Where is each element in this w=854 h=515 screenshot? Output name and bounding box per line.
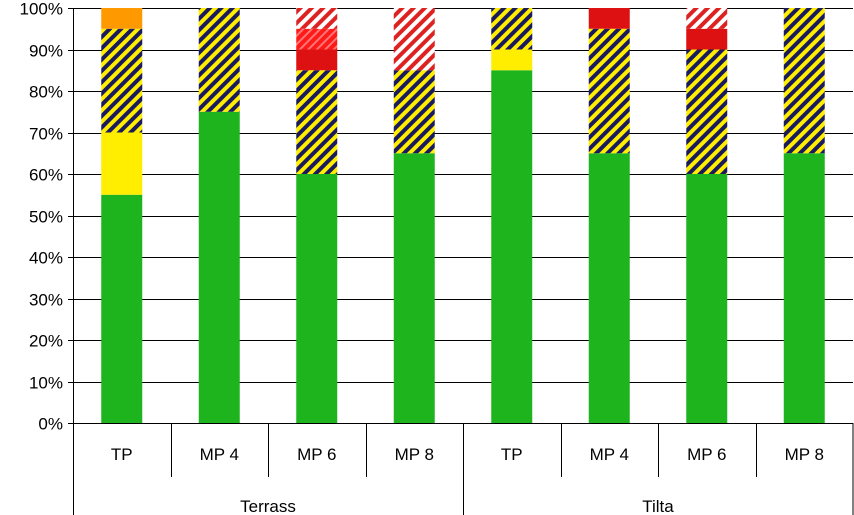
category-label: MP 6 bbox=[297, 445, 336, 464]
category-label: MP 4 bbox=[200, 445, 239, 464]
bar-segment bbox=[296, 49, 338, 71]
bar-segment bbox=[101, 8, 143, 29]
bar-segment bbox=[783, 8, 825, 154]
bar-segment bbox=[686, 28, 728, 50]
bar-segment bbox=[686, 174, 728, 423]
y-tick-label: 90% bbox=[29, 42, 63, 61]
category-label: MP 6 bbox=[687, 445, 726, 464]
bars bbox=[101, 8, 825, 423]
axes bbox=[68, 8, 854, 515]
bar-segment bbox=[588, 153, 630, 423]
bar-segment bbox=[393, 8, 435, 71]
bar-segment bbox=[296, 174, 338, 423]
bar-segment bbox=[783, 153, 825, 423]
category-label: MP 8 bbox=[395, 445, 434, 464]
bar-segment bbox=[491, 8, 533, 50]
y-tick-label: 60% bbox=[29, 166, 63, 185]
bar-segment bbox=[296, 28, 338, 50]
category-label: TP bbox=[501, 445, 523, 464]
bar-segment bbox=[101, 194, 143, 423]
category-label: MP 8 bbox=[785, 445, 824, 464]
bar-segment bbox=[393, 70, 435, 154]
category-label: TP bbox=[111, 445, 133, 464]
group-label: Tilta bbox=[642, 497, 674, 515]
y-tick-label: 20% bbox=[29, 332, 63, 351]
bar-segment bbox=[296, 8, 338, 29]
bar-segment bbox=[198, 8, 240, 112]
bar-segment bbox=[686, 8, 728, 29]
y-tick-label: 0% bbox=[38, 415, 63, 434]
y-tick-label: 40% bbox=[29, 249, 63, 268]
bar-segment bbox=[686, 49, 728, 174]
bar-segment bbox=[588, 8, 630, 29]
group-label: Terrass bbox=[240, 497, 296, 515]
gridlines bbox=[73, 8, 853, 424]
bar-segment bbox=[491, 70, 533, 423]
bar-segment bbox=[393, 153, 435, 423]
category-label: MP 4 bbox=[590, 445, 629, 464]
y-tick-label: 50% bbox=[29, 208, 63, 227]
bar-segment bbox=[296, 70, 338, 174]
bar-segment bbox=[588, 28, 630, 154]
axis-labels: 0% 10% 20% 30% 40% 50% 60% 70% 80% 90% 100% TP MP 4 M… bbox=[20, 0, 824, 515]
y-tick-label: 80% bbox=[29, 83, 63, 102]
y-tick-label: 70% bbox=[29, 125, 63, 144]
y-tick-label: 30% bbox=[29, 291, 63, 310]
bar-segment bbox=[491, 49, 533, 71]
bar-segment bbox=[198, 111, 240, 423]
bar-segment bbox=[101, 28, 143, 133]
y-tick-label: 100% bbox=[20, 0, 63, 19]
y-tick-label: 10% bbox=[29, 374, 63, 393]
bar-segment bbox=[101, 132, 143, 195]
